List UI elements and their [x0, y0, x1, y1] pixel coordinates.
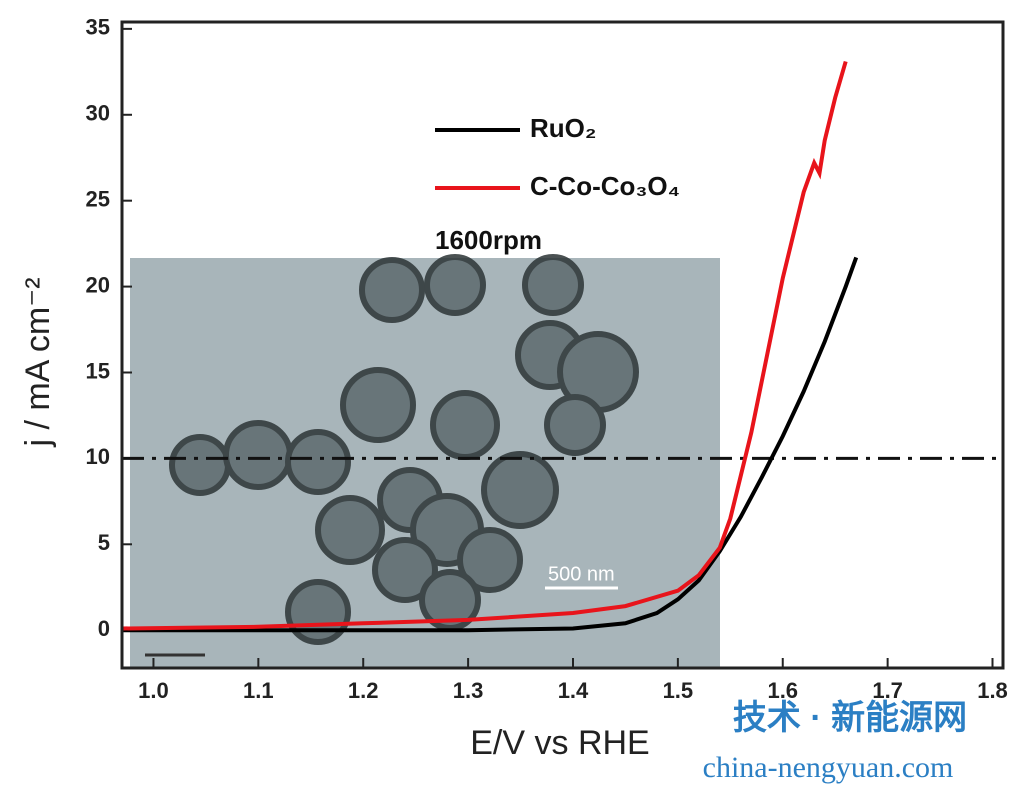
annotation: 1600rpm — [435, 225, 542, 255]
y-tick-label: 0 — [98, 616, 110, 641]
x-tick-label: 1.1 — [243, 678, 274, 703]
x-tick-label: 1.4 — [558, 678, 589, 703]
x-tick-label: 1.7 — [872, 678, 903, 703]
watermark: 技术 · 新能源网 — [733, 699, 967, 737]
x-tick-label: 1.2 — [348, 678, 379, 703]
x-tick-label: 1.3 — [453, 678, 484, 703]
y-tick-label: 5 — [98, 530, 110, 555]
x-tick-label: 1.8 — [977, 678, 1008, 703]
y-axis-label: j / mA cm⁻² — [19, 277, 57, 447]
scale-label: 500 nm — [548, 563, 615, 585]
y-tick-label: 35 — [86, 15, 110, 40]
chart: 500 nm 1600rpm j / mA cm⁻² E/V vs RHE 技术… — [0, 0, 1014, 789]
y-tick-label: 10 — [86, 444, 110, 469]
legend-label: RuO₂ — [530, 113, 596, 143]
x-tick-label: 1.6 — [767, 678, 798, 703]
y-tick-label: 25 — [86, 186, 110, 211]
x-tick-label: 1.0 — [138, 678, 169, 703]
watermark-url: china-nengyuan.com — [703, 751, 954, 784]
y-tick-label: 30 — [86, 101, 110, 126]
y-tick-label: 15 — [86, 358, 110, 383]
legend-label: C-Co-Co₃O₄ — [530, 171, 680, 201]
y-tick-label: 20 — [86, 272, 110, 297]
x-axis-label: E/V vs RHE — [470, 724, 649, 762]
x-tick-label: 1.5 — [663, 678, 694, 703]
